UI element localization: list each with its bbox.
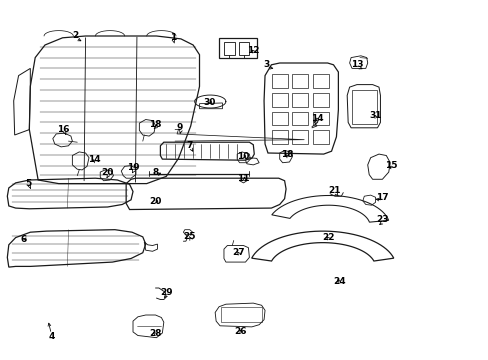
Text: 23: 23: [375, 215, 388, 224]
Text: 28: 28: [149, 328, 162, 338]
Text: 5: 5: [25, 179, 31, 188]
Text: 22: 22: [322, 233, 334, 242]
Text: 21: 21: [328, 186, 341, 195]
Text: 30: 30: [203, 98, 215, 107]
Text: 20: 20: [149, 197, 162, 206]
Text: 2: 2: [73, 31, 79, 40]
Text: 29: 29: [160, 288, 172, 297]
Text: 9: 9: [176, 123, 183, 132]
Text: 18: 18: [149, 120, 162, 129]
Text: 6: 6: [20, 235, 26, 244]
Text: 27: 27: [232, 248, 244, 257]
Text: 14: 14: [310, 113, 323, 122]
Text: 4: 4: [48, 332, 55, 341]
Text: 15: 15: [384, 161, 397, 170]
Text: 18: 18: [281, 150, 293, 159]
Text: 11: 11: [237, 174, 249, 183]
Text: 19: 19: [126, 163, 139, 172]
Text: 24: 24: [333, 277, 346, 286]
Text: 12: 12: [246, 46, 259, 55]
Text: 13: 13: [350, 60, 363, 69]
Text: 16: 16: [57, 125, 70, 134]
Text: 25: 25: [183, 233, 196, 241]
Text: 8: 8: [152, 168, 158, 177]
Text: 17: 17: [375, 194, 388, 202]
Text: 26: 26: [234, 327, 246, 336]
Text: 20: 20: [101, 168, 114, 177]
Text: 3: 3: [263, 60, 269, 69]
Text: 1: 1: [170, 33, 176, 42]
Text: 10: 10: [237, 152, 249, 161]
Text: 14: 14: [87, 154, 100, 163]
Text: 7: 7: [186, 141, 193, 150]
Text: 31: 31: [368, 111, 381, 120]
